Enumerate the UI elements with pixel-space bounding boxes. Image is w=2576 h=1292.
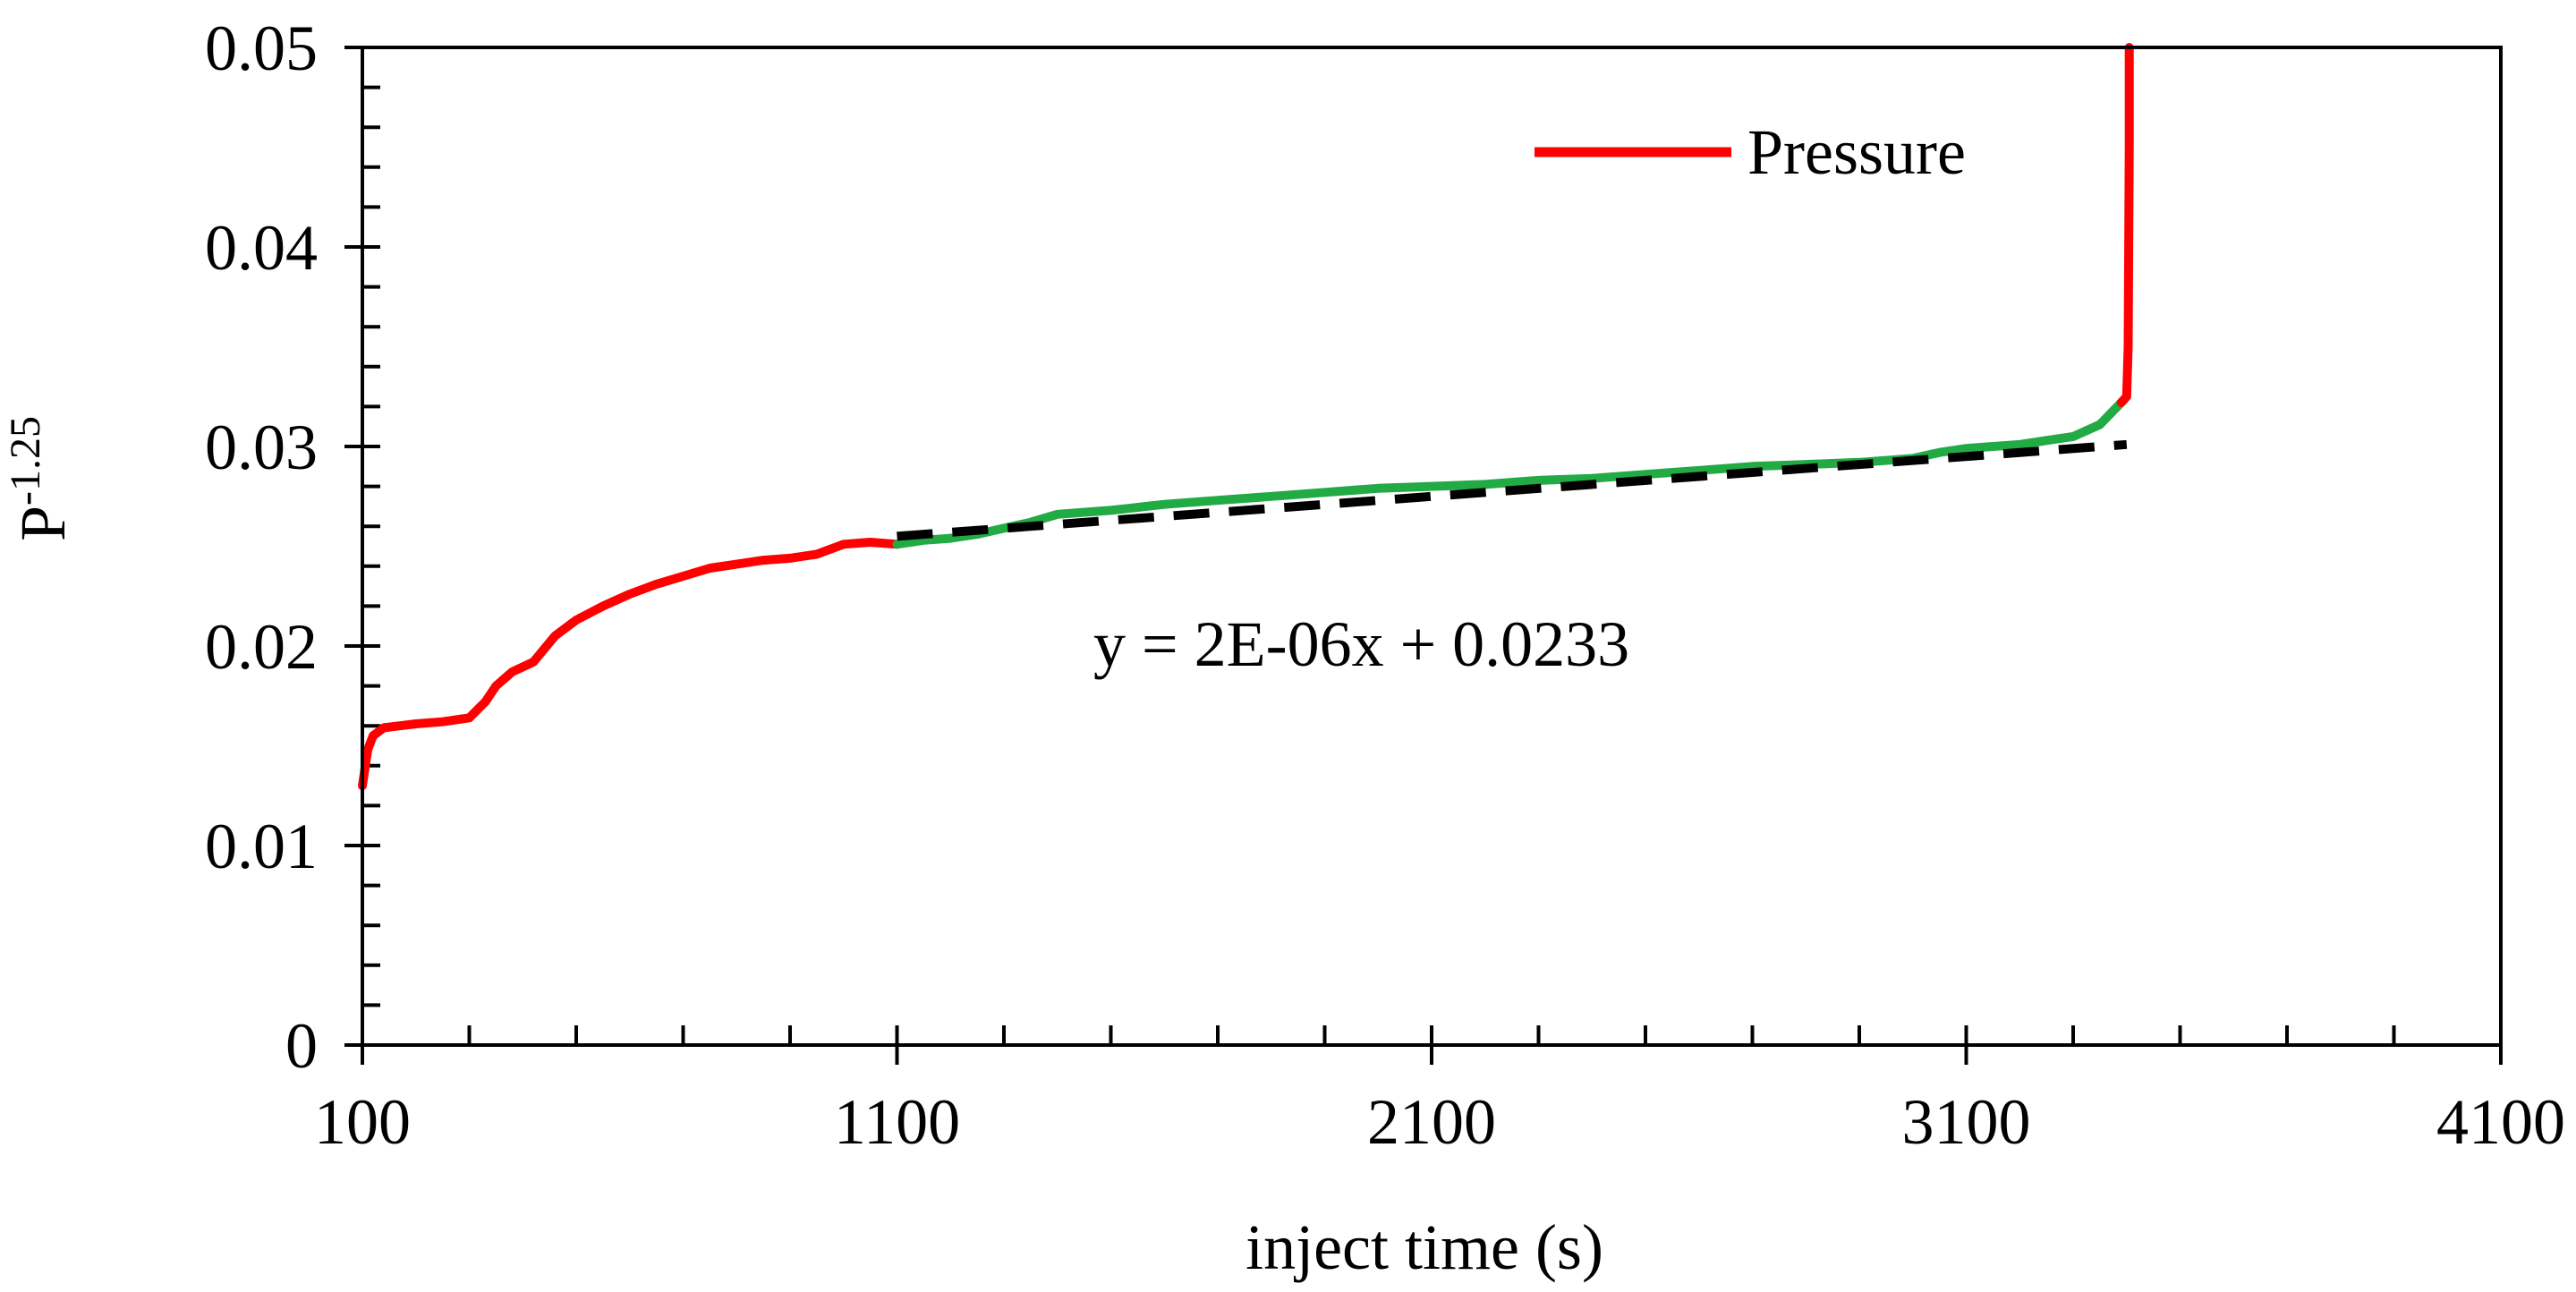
y-tick-label: 0.05	[205, 13, 318, 84]
x-tick-label: 2100	[1367, 1086, 1496, 1158]
x-tick-label: 4100	[2436, 1086, 2565, 1158]
fit-equation-annotation: y = 2E-06x + 0.0233	[1093, 608, 1629, 680]
y-tick-label: 0.04	[205, 212, 318, 284]
y-major-ticks	[344, 46, 362, 1047]
x-tick-label: 1100	[834, 1086, 960, 1158]
y-axis-title-superscript: -1.25	[2, 416, 49, 506]
plot-frame	[361, 46, 2503, 1047]
legend-label-pressure: Pressure	[1747, 116, 1966, 188]
x-tick-label: 3100	[1902, 1086, 2031, 1158]
y-axis-title: P-1.25	[2, 416, 79, 541]
series-line-2	[2116, 43, 2134, 407]
series-line-0	[358, 538, 902, 791]
y-tick-labels: 0 0.01 0.02 0.03 0.04 0.05	[205, 13, 318, 1082]
x-axis-title: inject time (s)	[1245, 1211, 1603, 1283]
legend: Pressure	[1535, 116, 1966, 188]
trendline	[897, 439, 2128, 541]
x-major-ticks	[361, 1045, 2503, 1065]
y-tick-label: 0.03	[205, 412, 318, 483]
y-tick-label: 0.01	[205, 811, 318, 882]
y-tick-label: 0.02	[205, 611, 318, 683]
y-axis-title-base: P	[7, 506, 79, 541]
x-tick-labels: 100 1100 2100 3100 4100	[314, 1086, 2565, 1158]
x-minor-ticks	[361, 1025, 2503, 1045]
x-tick-label: 100	[314, 1086, 411, 1158]
y-tick-label: 0	[285, 1010, 318, 1082]
